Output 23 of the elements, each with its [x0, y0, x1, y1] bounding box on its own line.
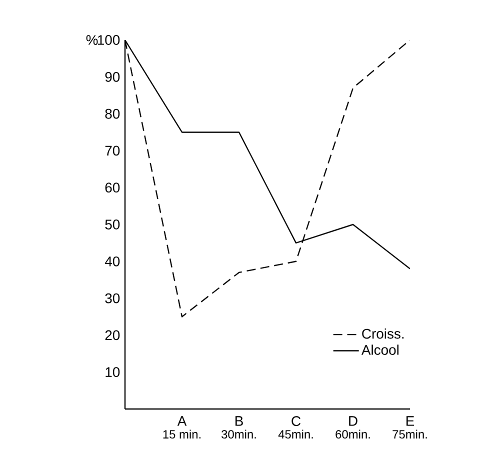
y-tick-label: 30 — [105, 293, 120, 304]
y-tick-label: 40 — [104, 256, 120, 266]
y-axis-title: % — [86, 35, 98, 45]
x-tick-label: 15 min. — [163, 430, 200, 439]
y-tick-label: 90 — [105, 72, 120, 82]
text: D — [349, 416, 358, 426]
x-tick-label: 30min. — [222, 430, 256, 439]
x-tick-label: 60min. — [336, 430, 370, 439]
text: A — [177, 416, 187, 426]
text: E — [406, 416, 414, 426]
y-tick-label: 20 — [105, 330, 120, 340]
text: C — [292, 416, 301, 426]
y-tick-label: 10 — [106, 367, 120, 378]
x-tick-label: 45min. — [278, 430, 313, 439]
legend-label: Alcool — [361, 344, 398, 355]
text: B — [235, 416, 243, 426]
y-tick-label: 60 — [105, 182, 120, 193]
legend-label: Croiss. — [362, 328, 404, 339]
y-tick-label: 80 — [105, 108, 120, 119]
x-tick-label: 75min. — [392, 430, 427, 439]
y-tick-label: 50 — [105, 220, 120, 230]
y-tick-label: 100 — [98, 35, 120, 45]
y-tick-label: 70 — [105, 146, 120, 156]
